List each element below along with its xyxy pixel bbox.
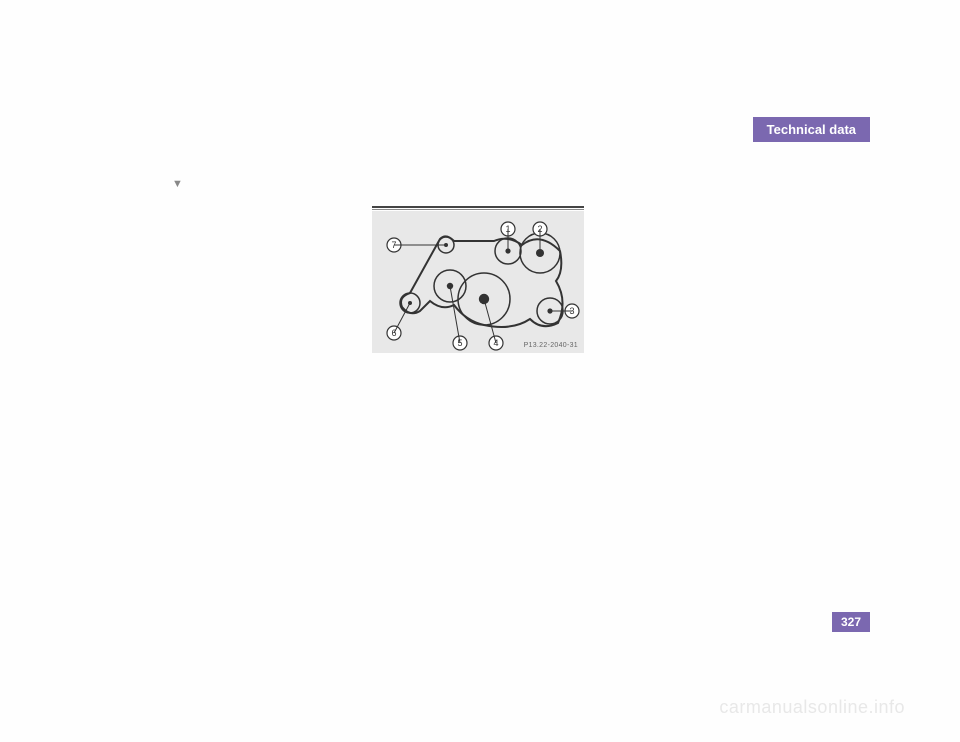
section-marker: ▼ [172,178,183,190]
page-number: 327 [832,612,870,632]
watermark: carmanualsonline.info [719,697,905,718]
belt-routing-svg: 1234567 [372,211,584,353]
belt-diagram: 1234567 P13.22-2040-31 [372,206,584,353]
header-tab: Technical data [753,117,870,142]
diagram-code: P13.22-2040-31 [524,342,578,349]
diagram-box: 1234567 P13.22-2040-31 [372,211,584,353]
